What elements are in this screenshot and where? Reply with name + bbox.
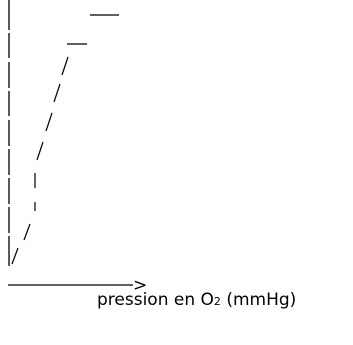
x-axis-label-unit: (mmHg) [226, 290, 297, 310]
x-axis-label: pression en O2 (mmHg) [97, 290, 296, 310]
curve-segment [23, 223, 31, 241]
curve-segment [61, 56, 69, 76]
curve-segment [53, 83, 61, 103]
curve-segment [45, 112, 53, 132]
curve [11, 14, 119, 265]
x-axis-arrowhead: > [133, 276, 147, 296]
x-axis-label-main: pression en O [97, 290, 214, 310]
curve-segment [11, 247, 19, 265]
x-axis-label-subscript: 2 [213, 295, 221, 308]
curve-segment [36, 141, 44, 161]
